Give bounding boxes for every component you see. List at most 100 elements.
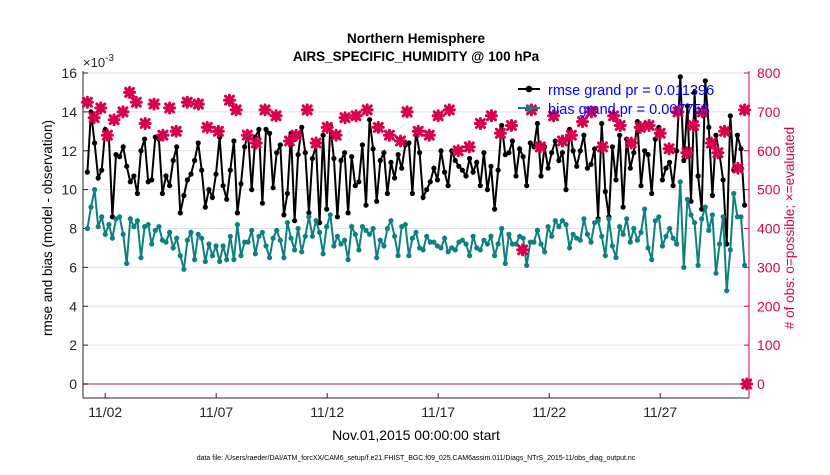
rmse-point-48 <box>256 126 262 132</box>
rmse-point-34 <box>206 187 212 193</box>
bias-point-170 <box>692 220 698 226</box>
bias-point-71 <box>338 241 344 247</box>
rmse-point-148 <box>613 177 619 183</box>
bias-point-9 <box>117 214 123 220</box>
obs-marker-52 <box>576 115 589 129</box>
rmse-point-66 <box>320 132 326 138</box>
obs-marker-shape-64 <box>687 119 700 132</box>
obs-marker-25 <box>300 103 314 117</box>
rmse-point-149 <box>617 132 623 138</box>
legend-rmse-label: rmse grand pr = 0.011396 <box>548 83 714 99</box>
rmse-point-27 <box>181 192 187 199</box>
obs-marker-shape-26 <box>309 136 323 150</box>
obs-marker-shape-37 <box>422 128 436 142</box>
obs-marker-shape-68 <box>718 124 732 138</box>
rmse-point-15 <box>138 148 144 154</box>
obs-marker-3 <box>100 128 114 142</box>
bias-point-184 <box>742 262 748 268</box>
rmse-point-36 <box>213 171 219 177</box>
bias-point-72 <box>342 237 348 243</box>
x-axis-label: Nov.01,2015 00:00:00 start <box>332 427 500 443</box>
bias-point-68 <box>327 212 333 218</box>
rmse-point-166 <box>677 74 683 80</box>
obs-marker-shape-3 <box>100 128 114 142</box>
obs-marker-shape-18 <box>229 103 243 117</box>
bias-point-169 <box>688 212 694 218</box>
bias-point-59 <box>295 225 301 232</box>
rmse-point-59 <box>295 152 301 158</box>
bias-point-95 <box>424 233 430 239</box>
obs-marker-shape-29 <box>338 111 352 125</box>
bias-point-141 <box>588 239 594 245</box>
obs-marker-32 <box>371 120 385 134</box>
bias-point-4 <box>99 214 105 220</box>
bias-point-29 <box>188 229 194 235</box>
rmse-point-43 <box>238 181 244 187</box>
rmse-point-44 <box>242 144 248 150</box>
rmse-point-63 <box>309 155 315 162</box>
rmse-point-114 <box>492 206 498 212</box>
rmse-point-71 <box>338 157 344 164</box>
obs-marker-21 <box>258 103 272 117</box>
bias-point-157 <box>645 245 651 251</box>
rmse-point-79 <box>367 117 373 123</box>
bias-point-156 <box>642 206 648 212</box>
chart-title: Northern Hemisphere <box>347 31 486 46</box>
rmse-point-23 <box>167 183 173 189</box>
rmse-point-97 <box>431 165 437 171</box>
bias-point-175 <box>709 212 716 218</box>
rmse-point-58 <box>292 218 298 224</box>
rmse-point-161 <box>659 177 666 183</box>
obs-marker-43 <box>485 109 498 123</box>
rmse-point-40 <box>227 167 233 173</box>
rmse-point-127 <box>538 173 544 179</box>
bias-point-55 <box>281 255 287 261</box>
obs-marker-shape-49 <box>547 109 561 123</box>
bias-point-164 <box>670 235 676 241</box>
bias-point-60 <box>299 249 305 255</box>
rmse-point-12 <box>127 179 133 185</box>
bias-point-79 <box>367 231 373 237</box>
rmse-point-141 <box>588 161 594 167</box>
bias-point-101 <box>445 249 451 255</box>
obs-marker-26 <box>309 136 323 150</box>
rmse-point-108 <box>470 169 476 175</box>
bias-point-86 <box>392 233 398 239</box>
bias-point-46 <box>249 227 255 233</box>
bias-point-52 <box>270 235 276 241</box>
obs-marker-shape-55 <box>607 109 621 123</box>
rmse-point-121 <box>517 146 523 152</box>
right-axis-label: # of obs: o=possible; ×=evaluated <box>782 127 797 329</box>
rmse-point-3 <box>95 175 101 181</box>
rmse-point-94 <box>420 194 426 200</box>
bias-point-130 <box>549 233 555 239</box>
obs-marker-7 <box>129 95 143 109</box>
bias-point-70 <box>334 233 340 239</box>
rmse-point-183 <box>738 146 744 152</box>
rmse-point-156 <box>642 148 648 154</box>
obs-marker-shape-46 <box>516 243 530 257</box>
obs-marker-shape-28 <box>329 128 343 142</box>
rmse-point-115 <box>495 167 501 173</box>
x-tick-label-11/07: 11/07 <box>199 404 233 420</box>
rmse-point-153 <box>631 150 637 156</box>
rmse-point-129 <box>545 165 551 171</box>
rmse-point-41 <box>231 138 237 144</box>
bias-point-48 <box>256 233 262 239</box>
bias-point-136 <box>570 231 576 237</box>
bias-point-166 <box>677 179 683 185</box>
left-tick-label-6: 6 <box>69 259 77 275</box>
bias-point-172 <box>699 216 705 222</box>
bias-point-144 <box>599 233 605 239</box>
bias-point-183 <box>738 214 744 220</box>
rmse-point-100 <box>442 169 448 175</box>
rmse-point-51 <box>267 130 273 136</box>
obs-marker-69 <box>731 161 745 175</box>
bias-point-49 <box>259 229 265 235</box>
obs-marker-shape-42 <box>473 117 487 130</box>
rmse-point-144 <box>599 120 605 127</box>
bias-point-125 <box>531 239 537 245</box>
rmse-point-106 <box>463 173 469 179</box>
obs-marker-35 <box>400 105 414 119</box>
bias-point-66 <box>320 251 326 257</box>
